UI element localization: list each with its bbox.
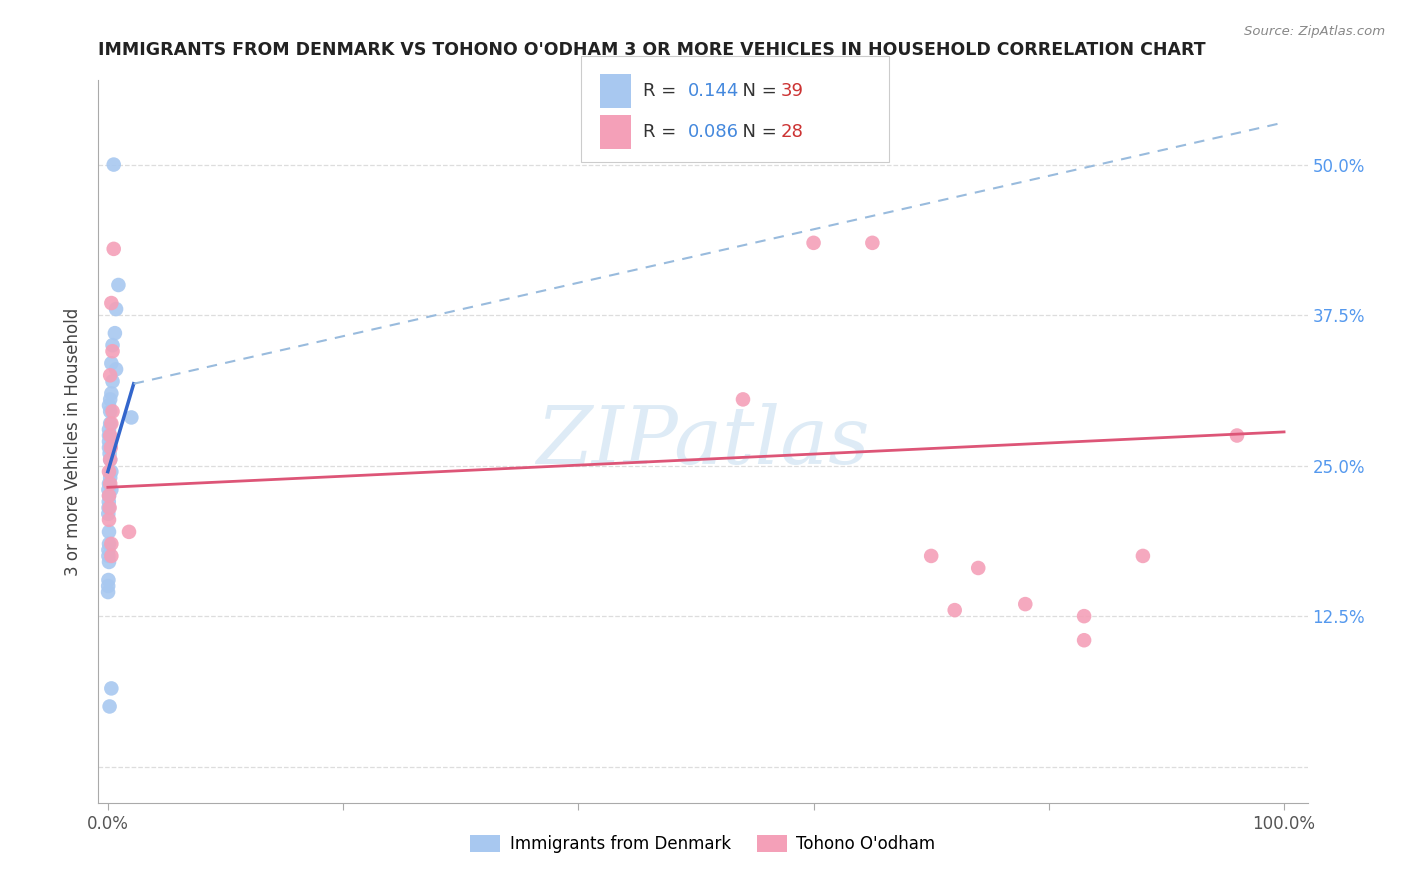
Text: 28: 28 bbox=[780, 123, 803, 141]
Point bbox=[98, 699, 121, 714]
Point bbox=[97, 579, 120, 593]
Point bbox=[98, 452, 121, 467]
Point bbox=[98, 465, 121, 479]
Point bbox=[1132, 549, 1154, 563]
Point bbox=[105, 301, 128, 316]
Point bbox=[98, 422, 121, 436]
Point bbox=[100, 441, 122, 455]
Point bbox=[100, 465, 122, 479]
Point bbox=[100, 356, 122, 370]
Point bbox=[98, 471, 121, 485]
Point bbox=[98, 476, 121, 491]
Point bbox=[98, 537, 121, 551]
Point bbox=[98, 434, 121, 449]
Point bbox=[105, 362, 128, 376]
Point bbox=[98, 555, 121, 569]
Point bbox=[98, 513, 121, 527]
Point bbox=[1226, 428, 1249, 442]
Point bbox=[98, 476, 121, 491]
Point bbox=[103, 242, 125, 256]
Text: R =: R = bbox=[643, 82, 682, 100]
Point bbox=[98, 398, 121, 412]
Point bbox=[97, 494, 120, 508]
Point bbox=[1014, 597, 1036, 611]
Point bbox=[101, 344, 124, 359]
Point bbox=[100, 537, 122, 551]
Point bbox=[100, 681, 122, 696]
Point bbox=[1073, 609, 1095, 624]
Text: 0.144: 0.144 bbox=[688, 82, 740, 100]
Point bbox=[98, 441, 121, 455]
Point bbox=[98, 368, 121, 383]
Point bbox=[98, 500, 121, 515]
Point bbox=[1073, 633, 1095, 648]
Point bbox=[97, 585, 120, 599]
Text: N =: N = bbox=[731, 123, 783, 141]
Point bbox=[101, 374, 124, 388]
Point bbox=[98, 489, 121, 503]
Point bbox=[120, 410, 142, 425]
Point bbox=[98, 489, 121, 503]
Point bbox=[98, 524, 121, 539]
Point bbox=[101, 338, 124, 352]
Point bbox=[803, 235, 825, 250]
Point bbox=[101, 404, 124, 418]
Point bbox=[920, 549, 942, 563]
Y-axis label: 3 or more Vehicles in Household: 3 or more Vehicles in Household bbox=[65, 308, 83, 575]
Point bbox=[98, 446, 121, 460]
Point bbox=[100, 296, 122, 310]
Point bbox=[98, 428, 121, 442]
Point bbox=[97, 542, 120, 557]
Point bbox=[100, 386, 122, 401]
Point bbox=[98, 452, 121, 467]
Point bbox=[118, 524, 141, 539]
Text: Source: ZipAtlas.com: Source: ZipAtlas.com bbox=[1244, 25, 1385, 38]
Point bbox=[100, 549, 122, 563]
Point bbox=[97, 507, 120, 521]
Point bbox=[943, 603, 966, 617]
Point bbox=[731, 392, 754, 407]
Text: 0.086: 0.086 bbox=[688, 123, 738, 141]
Text: N =: N = bbox=[731, 82, 783, 100]
Point bbox=[98, 428, 121, 442]
Point bbox=[104, 326, 127, 340]
Point bbox=[97, 549, 120, 563]
Point bbox=[97, 500, 120, 515]
Point bbox=[860, 235, 883, 250]
Point bbox=[98, 404, 121, 418]
Point bbox=[100, 483, 122, 497]
Text: 39: 39 bbox=[780, 82, 803, 100]
Point bbox=[97, 573, 120, 587]
Point bbox=[107, 277, 129, 292]
Text: R =: R = bbox=[643, 123, 682, 141]
Point bbox=[98, 417, 121, 431]
Point bbox=[98, 392, 121, 407]
Text: IMMIGRANTS FROM DENMARK VS TOHONO O'ODHAM 3 OR MORE VEHICLES IN HOUSEHOLD CORREL: IMMIGRANTS FROM DENMARK VS TOHONO O'ODHA… bbox=[98, 41, 1206, 59]
Text: ZIPatlas: ZIPatlas bbox=[536, 403, 870, 480]
Legend: Immigrants from Denmark, Tohono O'odham: Immigrants from Denmark, Tohono O'odham bbox=[464, 828, 942, 860]
Point bbox=[97, 483, 120, 497]
Point bbox=[967, 561, 990, 575]
Point bbox=[103, 157, 125, 171]
Point bbox=[100, 417, 122, 431]
